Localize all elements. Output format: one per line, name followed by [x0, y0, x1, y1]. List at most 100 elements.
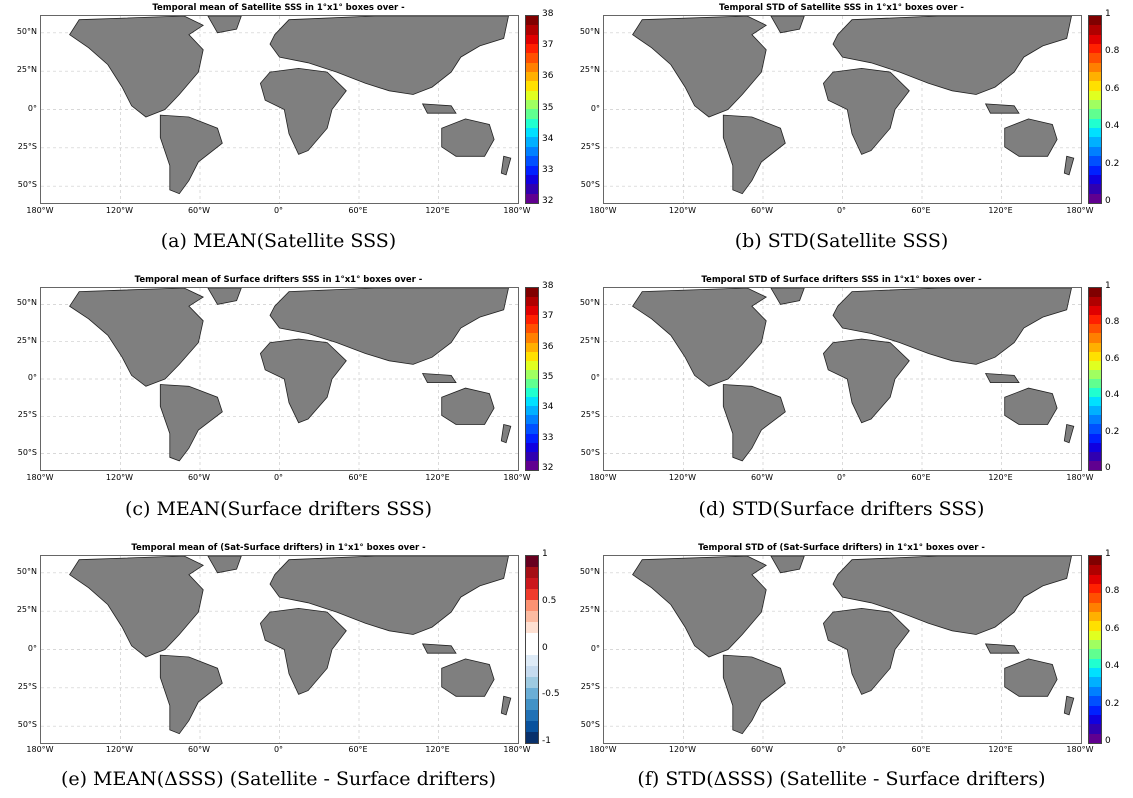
panel-title: Temporal mean of Satellite SSS in 1°x1° … — [152, 3, 405, 13]
colorbar-step — [1089, 714, 1101, 725]
lon-label: 60°E — [348, 745, 368, 754]
lon-label: 180°W — [1066, 473, 1094, 482]
colorbar-step — [526, 442, 538, 452]
colorbar-step — [526, 333, 538, 343]
lon-label: 0° — [836, 473, 847, 482]
colorbar-step — [1089, 686, 1101, 697]
colorbar-tick-label: 35 — [542, 102, 554, 113]
colorbar-step — [1089, 146, 1101, 157]
colorbar-step — [1089, 109, 1101, 119]
colorbar-step — [1089, 333, 1101, 343]
landmass — [1063, 424, 1075, 444]
colorbar — [525, 287, 539, 471]
colorbar — [525, 555, 539, 744]
landmass — [722, 384, 786, 462]
landmass — [1063, 695, 1075, 716]
colorbar-step — [526, 460, 538, 470]
colorbar-step — [526, 677, 538, 688]
lon-label: 60°W — [187, 206, 211, 215]
colorbar-tick-label: 37 — [542, 40, 554, 51]
lat-label: 0° — [27, 643, 37, 653]
colorbar-step — [526, 174, 538, 185]
landmass — [259, 338, 347, 424]
landmass — [632, 288, 768, 387]
panel-title: Temporal STD of Surface drifters SSS in … — [701, 275, 982, 285]
colorbar-tick-label: 34 — [542, 133, 554, 144]
lat-label: 25°S — [580, 410, 600, 420]
lon-label: 0° — [836, 745, 847, 754]
lon-label: 180°W — [589, 206, 617, 215]
landmass — [441, 387, 495, 425]
colorbar-step — [1089, 705, 1101, 715]
landmass — [269, 288, 509, 365]
colorbar-tick-label: 0 — [542, 642, 548, 653]
landmass — [722, 654, 786, 735]
landmass — [269, 556, 509, 635]
lon-label: 180°W — [1066, 745, 1094, 754]
lon-label: 60°W — [750, 206, 774, 215]
colorbar-step — [1089, 174, 1101, 185]
landmass — [259, 67, 347, 155]
colorbar-step — [526, 109, 538, 119]
colorbar-step — [526, 44, 538, 54]
landmass — [770, 16, 805, 34]
landmass — [269, 16, 509, 95]
landmass — [632, 16, 768, 118]
colorbar-step — [526, 137, 538, 147]
landmass — [421, 373, 457, 383]
lon-label: 60°W — [750, 745, 774, 754]
colorbar-step — [1089, 602, 1101, 613]
colorbar-step — [526, 146, 538, 157]
landmass — [441, 658, 495, 697]
colorbar-step — [526, 388, 538, 398]
colorbar-step — [526, 688, 538, 699]
colorbar-step — [1089, 16, 1101, 26]
colorbar-tick-label: 0.2 — [1105, 158, 1120, 169]
landmass — [421, 103, 457, 114]
lat-label: 50°N — [579, 566, 600, 576]
colorbar-step — [1089, 44, 1101, 54]
lon-label: 180°W — [503, 473, 531, 482]
colorbar-tick-label: 0.4 — [1105, 121, 1120, 132]
colorbar-step — [526, 611, 538, 622]
colorbar-step — [1089, 630, 1101, 641]
lon-label: 180°W — [589, 745, 617, 754]
landmass — [207, 556, 242, 574]
panel-caption: (c) MEAN(Surface drifters SSS) — [124, 498, 433, 520]
colorbar-step — [1089, 640, 1101, 650]
lon-label: 60°W — [187, 745, 211, 754]
landmass — [984, 103, 1020, 114]
panel-caption: (b) STD(Satellite SSS) — [734, 230, 949, 252]
lat-label: 50°N — [16, 298, 37, 308]
colorbar-step — [526, 62, 538, 73]
world-map — [604, 16, 1081, 203]
panel-title: Temporal mean of (Sat-Surface drifters) … — [131, 543, 426, 553]
colorbar-step — [1089, 288, 1101, 298]
colorbar-step — [1089, 342, 1101, 352]
colorbar-tick-label: 0.2 — [1105, 698, 1120, 709]
world-map — [41, 16, 518, 203]
colorbar-step — [526, 25, 538, 35]
lat-label: 25°N — [16, 65, 37, 75]
colorbar-step — [1089, 621, 1101, 631]
colorbar-tick-label: 32 — [542, 196, 554, 206]
lat-label: 0° — [590, 373, 600, 382]
landmass — [500, 155, 512, 176]
landmass — [69, 288, 205, 387]
landmass — [69, 556, 205, 658]
colorbar-step — [526, 578, 538, 589]
colorbar-step — [1089, 81, 1101, 91]
landmass — [1004, 387, 1058, 425]
lon-label: 60°W — [750, 473, 774, 482]
lat-label: 0° — [590, 643, 600, 653]
colorbar — [1088, 555, 1102, 744]
panel-caption: (a) MEAN(Satellite SSS) — [160, 230, 397, 252]
colorbar-step — [526, 16, 538, 26]
colorbar-step — [526, 351, 538, 361]
lat-label: 50°S — [17, 447, 37, 457]
lat-label: 25°N — [16, 335, 37, 345]
lat-label: 50°S — [17, 720, 37, 730]
colorbar-step — [526, 600, 538, 611]
colorbar-step — [526, 342, 538, 352]
landmass — [1004, 118, 1058, 157]
